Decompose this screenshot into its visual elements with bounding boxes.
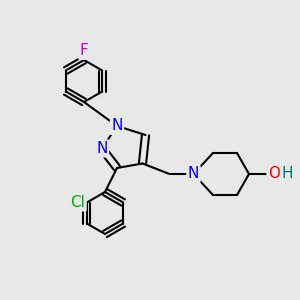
Text: F: F <box>80 44 88 59</box>
Text: N: N <box>111 118 123 134</box>
Text: N: N <box>188 167 199 182</box>
Text: O: O <box>268 167 280 182</box>
Text: Cl: Cl <box>70 195 85 210</box>
Text: H: H <box>281 167 293 182</box>
Text: N: N <box>96 141 108 156</box>
